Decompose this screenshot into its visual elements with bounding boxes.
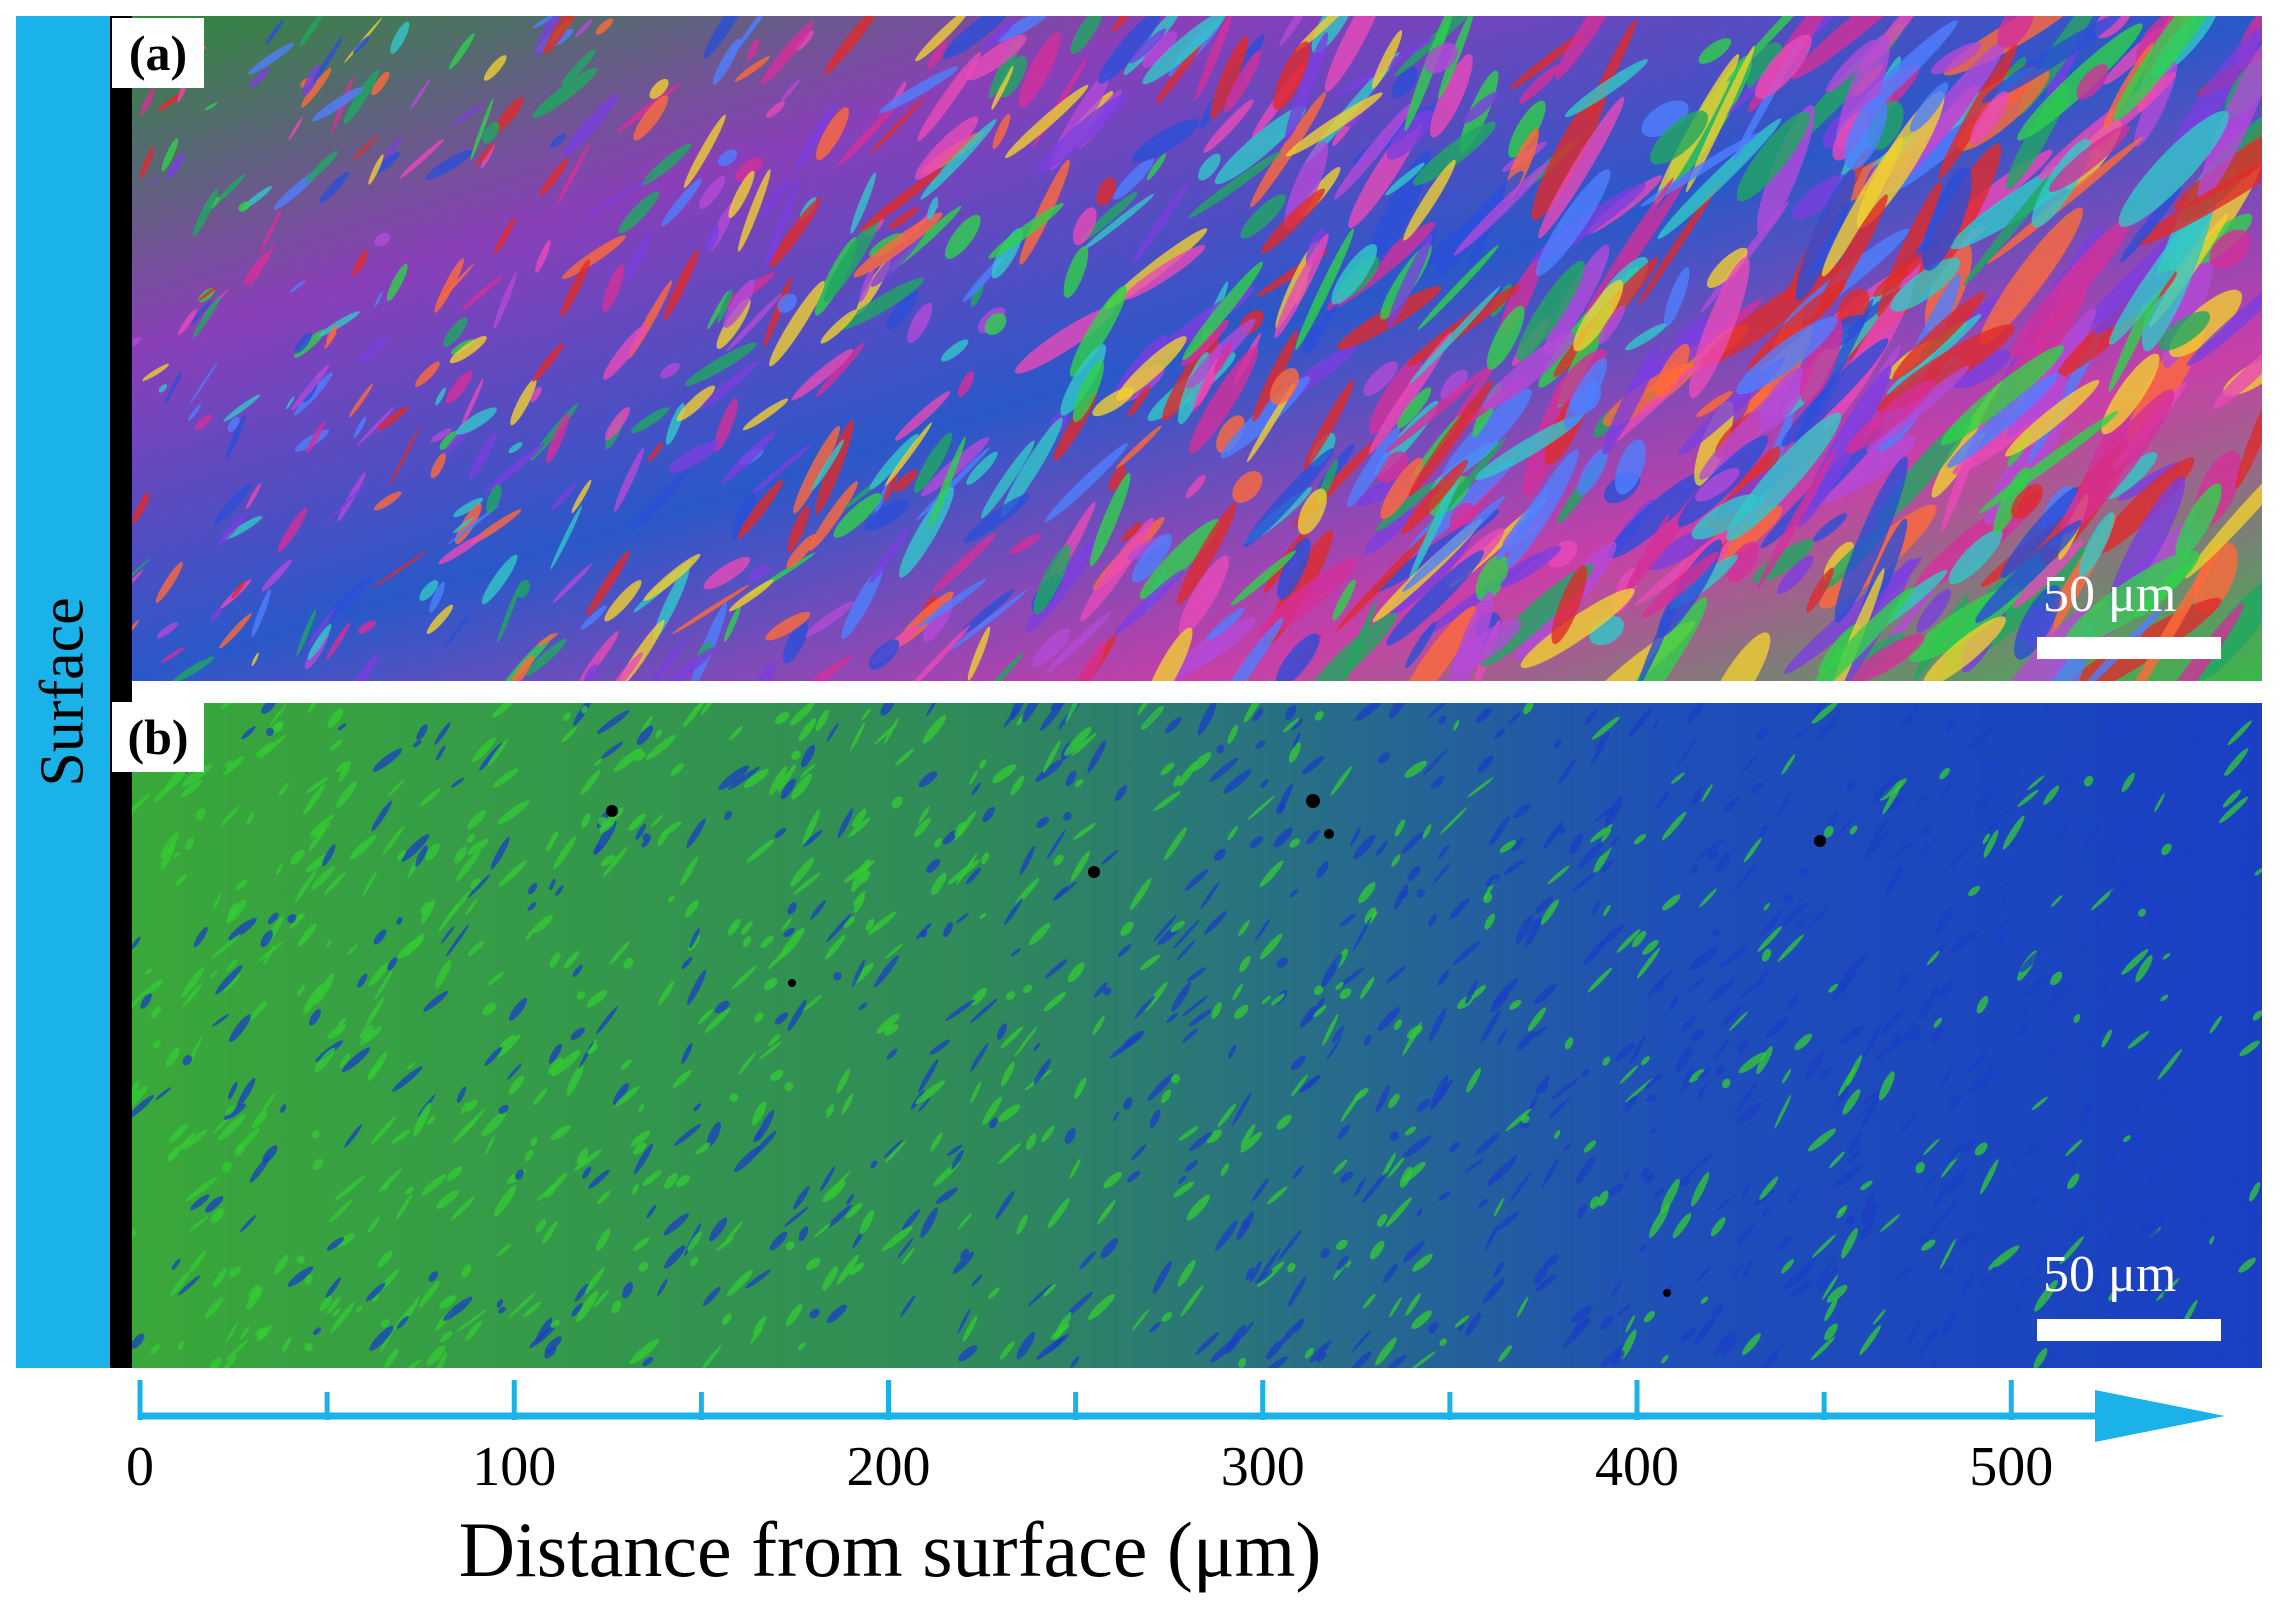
tick-label: 500 bbox=[1969, 1436, 2054, 1498]
tick-label: 400 bbox=[1595, 1436, 1679, 1498]
surface-edge-strip bbox=[110, 16, 132, 1368]
panel-b-label: (b) bbox=[112, 702, 204, 772]
panel-b-scale-bar bbox=[2037, 1319, 2221, 1341]
tick-label: 300 bbox=[1220, 1436, 1305, 1498]
surface-label: Surface bbox=[28, 597, 97, 787]
panel-a-label: (a) bbox=[112, 18, 204, 88]
phase-map-image bbox=[132, 703, 2262, 1368]
panel-a-scale-bar bbox=[2037, 637, 2221, 659]
panel-a-scale-bar-text: 50 μm bbox=[2043, 566, 2177, 623]
tick-label: 200 bbox=[846, 1436, 931, 1498]
tick-label: 0 bbox=[126, 1436, 154, 1498]
distance-axis bbox=[137, 1380, 2225, 1442]
panel-b-phase-map bbox=[132, 703, 2262, 1368]
panel-a-ipf-map bbox=[132, 16, 2262, 681]
panel-b-scale-bar-text: 50 μm bbox=[2043, 1246, 2177, 1303]
axis-title: Distance from surface (μm) bbox=[458, 1506, 1322, 1593]
surface-bar: Surface bbox=[16, 16, 110, 1368]
tick-label: 100 bbox=[472, 1436, 557, 1498]
axis-arrowhead bbox=[2095, 1390, 2225, 1442]
ipf-orientation-map-image bbox=[132, 16, 2262, 681]
